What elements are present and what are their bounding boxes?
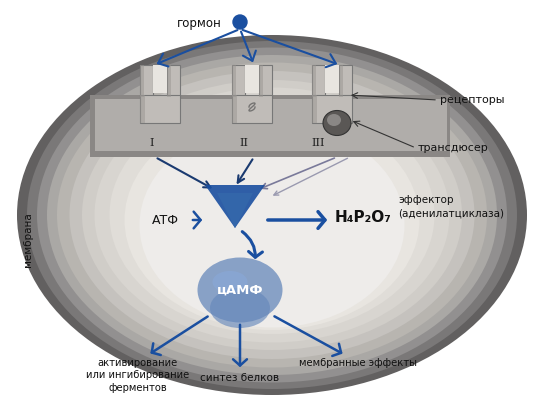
Bar xyxy=(232,95,272,123)
Text: трансдюсер: трансдюсер xyxy=(418,143,489,153)
Bar xyxy=(232,95,237,123)
Bar xyxy=(140,65,153,97)
Bar xyxy=(312,95,352,123)
Bar xyxy=(232,65,245,97)
Text: активирование
или ингибирование
ферментов: активирование или ингибирование ферменто… xyxy=(86,358,190,393)
Bar xyxy=(95,99,447,151)
Ellipse shape xyxy=(327,114,341,126)
Text: гормон: гормон xyxy=(177,17,222,30)
Ellipse shape xyxy=(140,122,404,328)
Bar xyxy=(325,65,339,93)
Bar xyxy=(259,65,263,97)
Bar xyxy=(167,65,180,97)
Ellipse shape xyxy=(110,96,434,334)
Ellipse shape xyxy=(94,88,450,343)
Bar xyxy=(90,95,450,157)
Bar xyxy=(140,95,145,123)
Text: АТФ: АТФ xyxy=(152,213,179,227)
Ellipse shape xyxy=(213,271,247,293)
Bar xyxy=(312,65,325,97)
Text: III: III xyxy=(311,138,325,148)
Bar xyxy=(232,65,236,97)
Polygon shape xyxy=(205,185,265,228)
Ellipse shape xyxy=(323,111,351,135)
Polygon shape xyxy=(217,193,253,228)
Ellipse shape xyxy=(70,71,475,359)
Circle shape xyxy=(233,15,247,29)
Bar xyxy=(167,65,171,97)
Text: синтез белков: синтез белков xyxy=(201,373,280,383)
Text: II: II xyxy=(239,138,249,148)
Bar xyxy=(312,95,317,123)
Text: эффектор
(аденилатциклаза): эффектор (аденилатциклаза) xyxy=(398,195,504,218)
Text: мембранные эффекты: мембранные эффекты xyxy=(299,358,417,368)
Bar xyxy=(245,65,259,93)
Bar xyxy=(312,65,316,97)
Ellipse shape xyxy=(47,55,497,375)
Bar xyxy=(140,65,144,97)
Text: H₄P₂O₇: H₄P₂O₇ xyxy=(335,210,392,225)
Text: мембрана: мембрана xyxy=(23,213,33,267)
Text: I: I xyxy=(150,138,154,148)
Bar xyxy=(339,65,343,97)
Bar xyxy=(339,65,352,97)
Ellipse shape xyxy=(57,63,487,368)
Bar xyxy=(153,65,167,93)
Ellipse shape xyxy=(197,257,282,322)
Ellipse shape xyxy=(124,110,420,330)
Bar xyxy=(259,65,272,97)
Text: рецепторы: рецепторы xyxy=(440,95,505,105)
Text: цАМФ: цАМФ xyxy=(217,284,263,297)
Ellipse shape xyxy=(82,80,462,350)
Ellipse shape xyxy=(27,41,517,389)
Ellipse shape xyxy=(37,48,507,383)
Bar xyxy=(140,95,180,123)
Ellipse shape xyxy=(210,288,270,328)
Ellipse shape xyxy=(17,35,527,395)
